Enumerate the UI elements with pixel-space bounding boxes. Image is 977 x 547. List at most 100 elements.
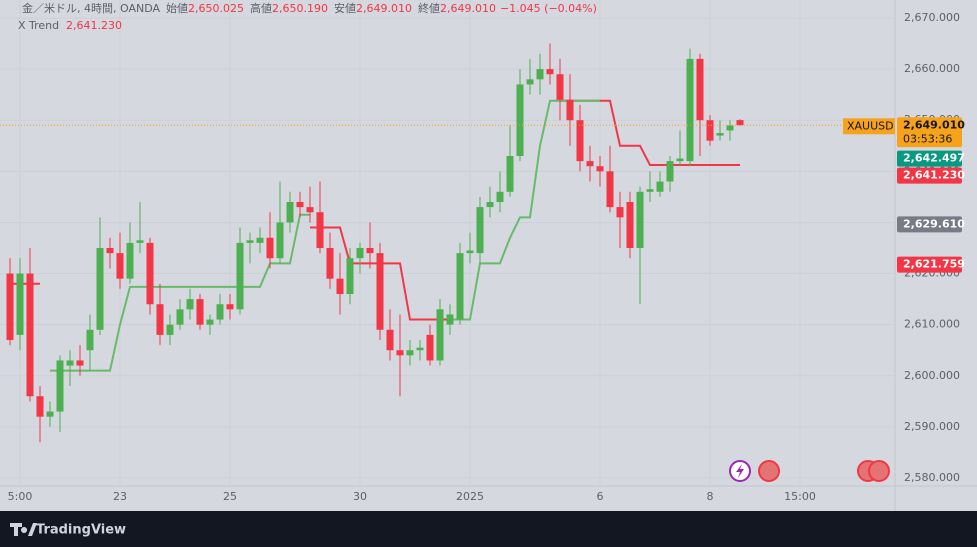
candle-body xyxy=(146,242,154,305)
candle-body xyxy=(456,253,464,320)
candle-body xyxy=(516,84,524,156)
x-tick-label: 6 xyxy=(597,490,604,503)
candle-body xyxy=(166,324,174,335)
x-tick-label: 23 xyxy=(113,490,127,503)
ohlc-label: 安値 xyxy=(334,1,356,15)
y-tick-label: 2,660.000 xyxy=(904,62,960,75)
candle-body xyxy=(366,247,374,254)
candle-body xyxy=(686,58,694,162)
x-tick-label: 30 xyxy=(353,490,367,503)
candle-body xyxy=(476,207,484,254)
candle-body xyxy=(726,125,734,131)
candle-body xyxy=(736,120,744,126)
candle-body xyxy=(566,99,574,121)
candle-body xyxy=(296,201,304,208)
candle-body xyxy=(176,309,184,325)
event-icons xyxy=(729,460,890,482)
candle-body xyxy=(226,304,234,310)
ohlc-value: 2,649.010 xyxy=(440,2,496,15)
candle-body xyxy=(636,191,644,248)
candle-body xyxy=(386,329,394,351)
candle-body xyxy=(676,158,684,162)
brand: TradingView xyxy=(36,523,126,538)
candle-body xyxy=(586,161,594,167)
candle-body xyxy=(76,360,84,366)
candle-body xyxy=(266,237,274,259)
y-tick-label: 2,590.000 xyxy=(904,420,960,433)
candle-body xyxy=(106,247,114,254)
candle-body xyxy=(356,247,364,259)
candle-body xyxy=(26,273,34,397)
candle-body xyxy=(606,171,614,208)
y-tick-label: 2,580.000 xyxy=(904,471,960,484)
ohlc-value: 2,650.190 xyxy=(272,2,328,15)
candle-body xyxy=(696,58,704,121)
candle-body xyxy=(86,329,94,351)
indicator-value: 2,641.230 xyxy=(66,19,122,32)
candle-body xyxy=(236,242,244,310)
candle-body xyxy=(656,181,664,192)
candle-body xyxy=(336,278,344,294)
candle-body xyxy=(416,347,424,351)
candle-body xyxy=(276,222,284,259)
x-tick-label: 8 xyxy=(707,490,714,503)
event-icon xyxy=(736,464,744,478)
candle-body xyxy=(396,350,404,356)
price-tag xyxy=(897,150,962,167)
candle-body xyxy=(116,253,124,279)
candle-body xyxy=(466,250,474,254)
candle-body xyxy=(246,240,254,243)
ohlc-label: 終値 xyxy=(418,1,440,15)
price-tag xyxy=(897,216,962,233)
candle-body xyxy=(626,201,634,248)
ohlc-label: 始値 xyxy=(166,1,188,15)
candle-body xyxy=(256,237,264,243)
price-tag-label: 2,649.010 xyxy=(903,118,965,131)
x-tick-label: 5:00 xyxy=(8,490,33,503)
candle-body xyxy=(436,309,444,361)
candle-body xyxy=(56,360,64,412)
candle-body xyxy=(286,201,294,223)
chart-background xyxy=(0,0,977,511)
ohlc-value: 2,649.010 xyxy=(356,2,412,15)
candle-body xyxy=(406,350,414,356)
candle-body xyxy=(186,299,194,310)
candle-body xyxy=(496,191,504,202)
change: −1.045 (−0.04%) xyxy=(500,2,597,15)
candle-body xyxy=(16,273,24,335)
countdown: 03:53:36 xyxy=(903,132,952,145)
candle-body xyxy=(376,253,384,330)
x-tick-label: 2025 xyxy=(456,490,484,503)
candle-body xyxy=(616,207,624,218)
candle-body xyxy=(716,132,724,136)
candle-body xyxy=(136,240,144,243)
candle-body xyxy=(556,74,564,100)
candle-body xyxy=(486,201,494,208)
event-icon xyxy=(868,460,890,482)
candle-body xyxy=(46,411,54,417)
symbol-label: XAUUSD xyxy=(847,119,894,132)
symbol: 金／米ドル, 4時間, OANDA xyxy=(22,1,160,15)
candle-body xyxy=(536,69,544,80)
candle-body xyxy=(546,69,554,75)
price-tag-label: 2,629.610 xyxy=(903,217,965,230)
price-tag-label: 2,621.759 xyxy=(903,258,965,271)
candle-body xyxy=(446,314,454,325)
candle-body xyxy=(346,258,354,294)
header: 金／米ドル, 4時間, OANDA 始値2,650.025 高値2,650.190 安… xyxy=(22,1,597,15)
candle-body xyxy=(206,319,214,325)
candle-body xyxy=(216,304,224,320)
candle-body xyxy=(66,360,74,366)
y-tick-label: 2,670.000 xyxy=(904,11,960,24)
candle-body xyxy=(156,304,164,335)
candle-body xyxy=(316,212,324,248)
candle-body xyxy=(596,166,604,172)
candle-body xyxy=(576,120,584,162)
price-tag xyxy=(897,256,962,273)
candle-body xyxy=(506,155,514,192)
y-tick-label: 2,610.000 xyxy=(904,318,960,331)
event-icon xyxy=(758,460,780,482)
candle-body xyxy=(126,242,134,279)
candle-body xyxy=(706,120,714,141)
